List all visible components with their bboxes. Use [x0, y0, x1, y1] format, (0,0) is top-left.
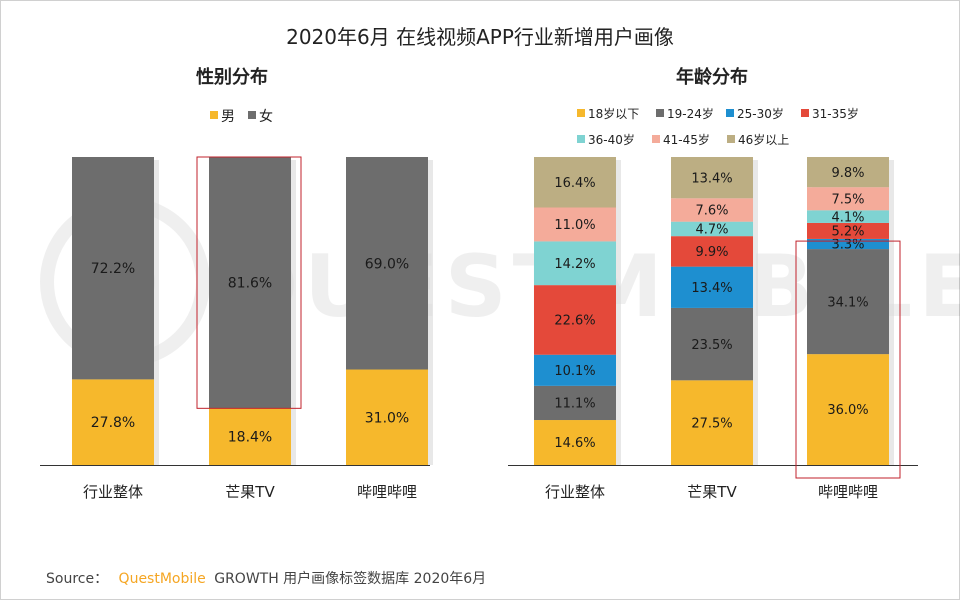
age-legend-swatch — [801, 109, 809, 117]
age-bar-segment — [534, 157, 616, 208]
age-data-label: 14.6% — [554, 436, 595, 451]
age-data-label: 11.0% — [554, 218, 595, 233]
gender-legend-label: 男 — [221, 109, 235, 125]
page-title: 2020年6月 在线视频APP行业新增用户画像 — [286, 25, 674, 49]
gender-bar-segment — [72, 379, 154, 465]
age-data-label: 23.5% — [691, 338, 732, 353]
age-bar-segment — [671, 198, 753, 222]
source-prefix: Source： — [46, 571, 108, 587]
age-bar-segment — [534, 207, 616, 242]
gender-category-label: 行业整体 — [83, 483, 143, 501]
age-bar-segment — [807, 238, 889, 250]
age-legend-label: 36-40岁 — [588, 132, 635, 147]
age-category-label: 哔哩哔哩 — [818, 483, 878, 501]
age-data-label: 9.9% — [695, 245, 728, 260]
age-legend-label: 18岁以下 — [588, 106, 639, 121]
age-chart: 14.6% 11.1% 10.1% 22.6% 14.2% 11.0% 16.4% 行业整体 2… — [508, 157, 918, 501]
svg-text:Source： QuestMobile: Source： QuestMobile GROWTH 用户画像标签数据库 202… — [46, 570, 486, 587]
gender-data-label: 18.4% — [228, 430, 272, 446]
gender-legend: 男女 — [210, 108, 273, 125]
age-legend-swatch — [727, 135, 735, 143]
age-data-label: 7.5% — [831, 192, 864, 207]
gender-legend-label: 女 — [259, 108, 273, 125]
age-bar-segment — [671, 157, 753, 199]
gender-category-label: 哔哩哔哩 — [357, 483, 417, 501]
age-bar-segment — [807, 210, 889, 223]
age-data-label: 3.3% — [831, 238, 864, 253]
age-bar-segment — [807, 354, 889, 465]
gender-legend-swatch — [248, 111, 256, 119]
age-data-label: 4.7% — [695, 223, 728, 238]
age-legend: 18岁以下 19-24岁 25-30岁 31-35岁 36-40岁 41-45岁 46岁以上 — [577, 106, 859, 147]
gender-bar-segment — [72, 157, 154, 380]
age-data-label: 9.8% — [831, 166, 864, 181]
age-bar-segment — [807, 187, 889, 211]
age-legend-swatch — [577, 135, 585, 143]
age-data-label: 14.2% — [554, 257, 595, 272]
gender-chart-title: 性别分布 — [196, 66, 268, 88]
age-data-label: 34.1% — [827, 295, 868, 310]
age-bar-segment — [671, 221, 753, 237]
age-data-label: 16.4% — [554, 176, 595, 191]
age-bar-segment — [807, 222, 889, 239]
age-data-label: 27.5% — [691, 416, 732, 431]
age-data-label: 5.2% — [831, 225, 864, 240]
age-chart-title: 年龄分布 — [676, 66, 748, 88]
age-data-label: 13.4% — [691, 281, 732, 296]
age-bar-segment — [671, 307, 753, 381]
age-bar-segment — [534, 354, 616, 386]
age-bar-segment — [671, 266, 753, 308]
age-bar-segment — [671, 236, 753, 267]
age-data-label: 13.4% — [691, 171, 732, 186]
age-category-label: 芒果TV — [687, 483, 737, 501]
age-legend-label: 31-35岁 — [812, 106, 859, 121]
age-legend-label: 41-45岁 — [663, 132, 710, 147]
age-bar-segment — [671, 380, 753, 465]
age-bar-segment — [807, 249, 889, 355]
gender-bar-segment — [209, 157, 291, 409]
source-suffix: GROWTH 用户画像标签数据库 2020年6月 — [214, 570, 486, 587]
age-bar-segment — [534, 241, 616, 286]
age-highlight-box — [795, 240, 901, 479]
age-legend-label: 46岁以上 — [738, 132, 789, 147]
gender-data-label: 27.8% — [91, 415, 135, 431]
gender-highlight-box — [196, 156, 302, 409]
age-legend-swatch — [656, 109, 664, 117]
gender-data-label: 69.0% — [365, 256, 409, 272]
age-data-label: 22.6% — [554, 314, 595, 329]
gender-bar-segment — [346, 369, 428, 465]
gender-bar-segment — [209, 408, 291, 465]
age-bar-segment — [534, 285, 616, 355]
age-legend-swatch — [726, 109, 734, 117]
source-brand: QuestMobile — [119, 571, 206, 587]
age-data-label: 11.1% — [554, 397, 595, 412]
age-data-label: 4.1% — [831, 210, 864, 225]
age-bar-segment — [807, 157, 889, 188]
age-bar-segment — [534, 385, 616, 421]
gender-data-label: 81.6% — [228, 276, 272, 292]
source-line: Source： QuestMobile GROWTH 用户画像标签数据库 202… — [46, 570, 486, 587]
gender-legend-swatch — [210, 111, 218, 119]
age-legend-swatch — [652, 135, 660, 143]
age-data-label: 10.1% — [554, 364, 595, 379]
age-data-label: 36.0% — [827, 403, 868, 418]
age-legend-swatch — [577, 109, 585, 117]
gender-category-label: 芒果TV — [225, 483, 275, 501]
age-legend-label: 19-24岁 — [667, 106, 714, 121]
gender-data-label: 72.2% — [91, 261, 135, 277]
gender-chart: 27.8% 72.2% 行业整体 18.4% 81.6% 芒果TV 31.0% 69.0% 哔哩… — [40, 156, 433, 501]
gender-bar-segment — [346, 157, 428, 370]
age-bar-segment — [534, 420, 616, 465]
age-legend-label: 25-30岁 — [737, 106, 784, 121]
age-category-label: 行业整体 — [545, 483, 605, 501]
age-data-label: 7.6% — [695, 204, 728, 219]
gender-data-label: 31.0% — [365, 410, 409, 426]
